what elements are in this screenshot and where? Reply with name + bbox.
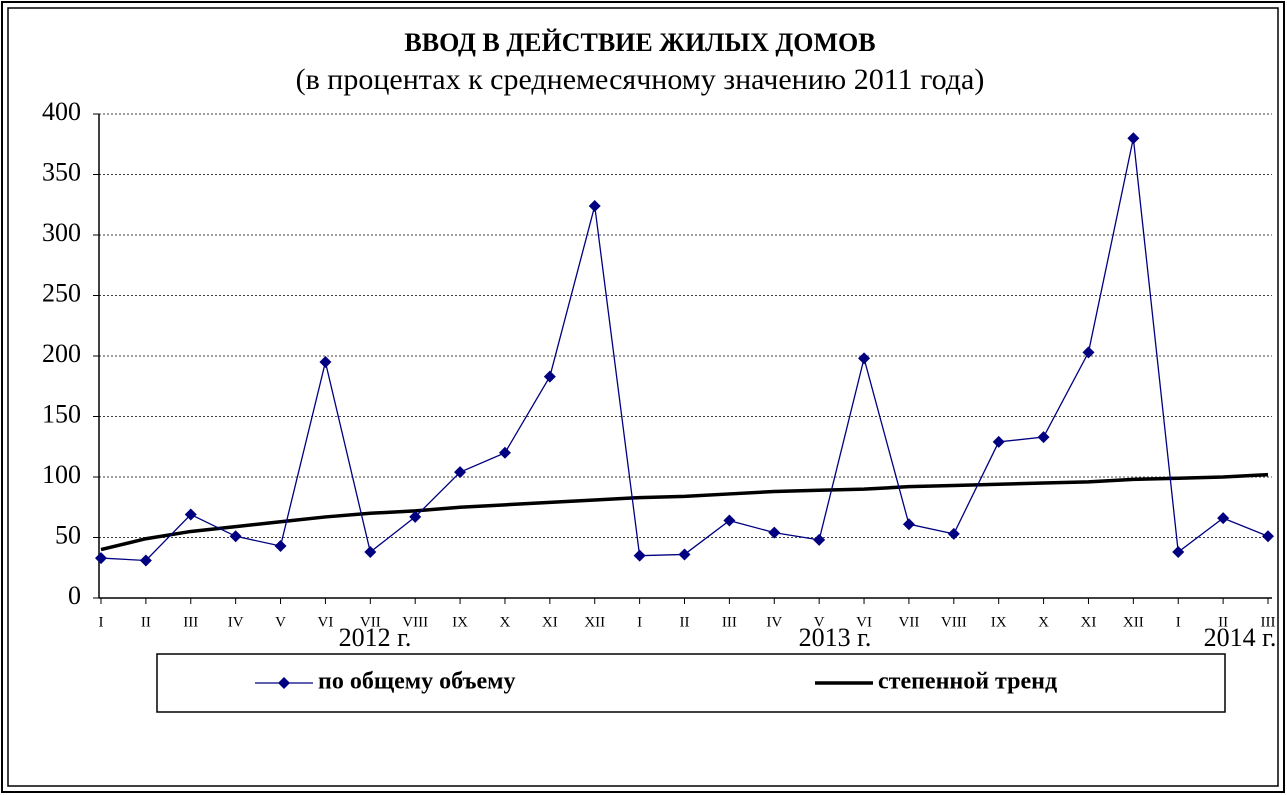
- y-tick-label: 200: [42, 339, 81, 368]
- data-point: [1082, 346, 1095, 359]
- chart-subtitle: (в процентах к среднемесячному значению …: [296, 63, 985, 96]
- x-tick-label: VI: [856, 614, 872, 630]
- x-tick-label: I: [99, 614, 104, 630]
- data-point: [1037, 431, 1050, 444]
- y-tick-label: 300: [42, 218, 81, 247]
- y-tick-label: 0: [68, 581, 81, 610]
- y-tick-label: 150: [42, 399, 81, 428]
- data-point: [498, 446, 511, 459]
- x-tick-label: XII: [584, 614, 605, 630]
- data-point: [364, 546, 377, 559]
- data-point: [454, 466, 467, 479]
- inner-frame: [7, 7, 1279, 787]
- chart-title: ВВОД В ДЕЙСТВИЕ ЖИЛЫХ ДОМОВ: [404, 28, 875, 57]
- y-tick-label: 400: [42, 97, 81, 126]
- x-tick-label: VIII: [941, 614, 967, 630]
- x-tick-label: X: [1038, 614, 1049, 630]
- data-point: [1172, 546, 1185, 559]
- data-point: [992, 435, 1005, 448]
- x-tick-label: IX: [452, 614, 468, 630]
- x-tick-label: III: [1261, 614, 1276, 630]
- data-point: [678, 548, 691, 561]
- data-point: [274, 539, 287, 552]
- legend: [156, 653, 1226, 713]
- x-tick-label: VII: [899, 614, 920, 630]
- data-point: [409, 510, 422, 523]
- series-line: [100, 472, 1269, 552]
- x-tick-label: X: [500, 614, 511, 630]
- data-point: [858, 352, 871, 365]
- x-tick-label: I: [1176, 614, 1181, 630]
- x-tick-label: II: [141, 614, 151, 630]
- data-point: [139, 554, 152, 567]
- data-point: [1217, 512, 1230, 525]
- x-tick-label: VIII: [402, 614, 428, 630]
- year-label: 2014 г.: [1204, 623, 1277, 652]
- year-label: 2013 г.: [799, 623, 872, 652]
- data-point: [768, 526, 781, 539]
- legend-label: степенной тренд: [878, 669, 1057, 695]
- data-point: [543, 370, 556, 383]
- x-tick-label: I: [637, 614, 642, 630]
- data-point: [95, 552, 107, 565]
- data-point: [1262, 530, 1274, 543]
- x-tick-label: IV: [228, 614, 244, 630]
- data-point: [1127, 132, 1140, 145]
- x-tick-label: XII: [1123, 614, 1144, 630]
- x-tick-label: III: [183, 614, 198, 630]
- x-tick-label: XI: [542, 614, 558, 630]
- x-tick-label: II: [1218, 614, 1228, 630]
- y-tick-label: 350: [42, 157, 81, 186]
- x-tick-label: VII: [360, 614, 381, 630]
- year-label: 2012 г.: [339, 623, 412, 652]
- x-tick-label: IV: [766, 614, 782, 630]
- y-tick-label: 100: [42, 460, 81, 489]
- x-tick-label: III: [722, 614, 737, 630]
- data-point: [633, 549, 646, 562]
- y-tick-label: 50: [55, 520, 81, 549]
- x-tick-label: V: [275, 614, 286, 630]
- data-point: [723, 514, 736, 527]
- data-point: [184, 508, 197, 521]
- data-point: [902, 518, 915, 531]
- y-tick-label: 250: [42, 278, 81, 307]
- x-tick-label: XI: [1081, 614, 1097, 630]
- data-point: [319, 356, 332, 369]
- x-tick-label: II: [680, 614, 690, 630]
- x-tick-label: V: [814, 614, 825, 630]
- x-tick-label: VI: [318, 614, 334, 630]
- legend-marker: [278, 677, 290, 689]
- data-point: [588, 199, 601, 212]
- data-point: [947, 527, 960, 540]
- legend-label: по общему объему: [318, 669, 515, 695]
- x-tick-label: IX: [991, 614, 1007, 630]
- data-point: [813, 533, 826, 546]
- data-point: [229, 530, 242, 543]
